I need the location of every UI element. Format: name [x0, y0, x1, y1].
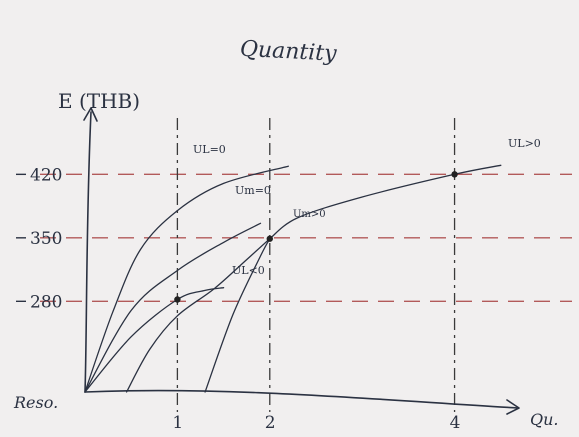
chart-title: Quantity — [239, 37, 337, 67]
data-point-3 — [451, 171, 458, 178]
y-tick-label-350: 350 — [30, 229, 62, 249]
y-axis-label: E (ТНВ) — [58, 89, 140, 113]
y-tick-label-420: 420 — [30, 165, 62, 185]
annotation-ul-eq-0: UL=0 — [193, 143, 226, 156]
data-point-2 — [266, 235, 273, 242]
data-points — [174, 171, 458, 303]
x-axis-label: Qu. — [530, 410, 559, 429]
x-tick-label-4: 4 — [450, 413, 461, 433]
series-curve-1 — [84, 165, 289, 393]
y-axis-line — [84, 111, 92, 393]
x-axis-line — [84, 389, 519, 409]
x-tick-label-1: 1 — [172, 413, 183, 433]
y-axis-arrow — [83, 107, 98, 122]
origin-label: Reso. — [13, 393, 58, 412]
series-curve-2 — [84, 222, 262, 393]
annotation-ul-lt-0: UL<0 — [232, 264, 265, 277]
annotation-um-eq-0: Um=0 — [235, 184, 271, 197]
series-curve-4 — [269, 164, 502, 240]
axes — [16, 107, 520, 415]
annotation-um-gt-0: Um>0 — [293, 209, 326, 220]
annotation-ul-gt-0: UL>0 — [508, 137, 541, 150]
x-axis-arrow — [506, 399, 520, 415]
labels: Quantity E (ТНВ) Qu. Reso. UL=0 Um=0 Um>… — [13, 37, 559, 433]
partial-curve-2 — [204, 238, 271, 393]
y-tick-label-280: 280 — [30, 292, 62, 312]
curves — [84, 164, 502, 393]
x-tick-label-2: 2 — [265, 413, 276, 433]
guide-lines — [40, 118, 572, 412]
partial-curve-1 — [125, 238, 271, 393]
series-curve-3 — [84, 287, 225, 393]
data-point-1 — [174, 296, 181, 303]
